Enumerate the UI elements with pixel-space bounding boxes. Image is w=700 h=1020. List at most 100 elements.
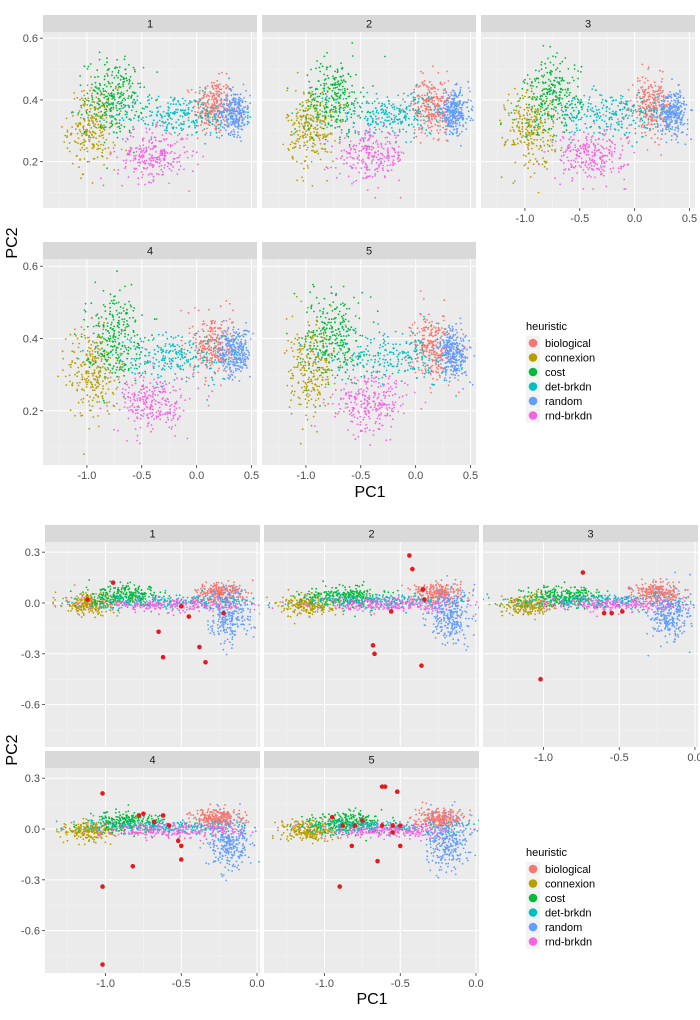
data-point xyxy=(126,89,129,92)
data-point xyxy=(413,129,416,131)
data-point xyxy=(544,102,546,105)
data-point xyxy=(199,99,202,102)
data-point xyxy=(352,102,355,105)
data-point xyxy=(665,120,668,123)
data-point xyxy=(500,176,503,179)
data-point xyxy=(118,102,121,105)
data-point xyxy=(132,66,135,69)
data-point xyxy=(310,160,313,163)
data-point xyxy=(247,111,250,114)
data-point xyxy=(327,133,330,136)
data-point xyxy=(515,109,518,112)
data-point xyxy=(582,131,585,134)
data-point xyxy=(362,177,364,180)
data-point xyxy=(206,101,209,104)
data-point xyxy=(460,108,463,111)
data-point xyxy=(574,144,576,147)
data-point xyxy=(315,67,317,70)
data-point xyxy=(321,120,324,122)
data-point xyxy=(340,67,343,70)
data-point xyxy=(211,106,214,109)
data-point xyxy=(124,165,127,168)
data-point xyxy=(594,146,597,148)
data-point xyxy=(417,106,420,109)
data-point xyxy=(225,94,228,97)
data-point xyxy=(677,127,680,130)
data-point xyxy=(427,88,430,91)
data-point xyxy=(635,97,638,99)
data-point xyxy=(327,115,330,117)
data-point xyxy=(441,83,443,86)
data-point xyxy=(654,90,657,93)
data-point xyxy=(645,105,648,108)
data-point xyxy=(112,89,114,92)
data-point xyxy=(536,139,538,141)
data-point xyxy=(449,130,451,132)
series-cost xyxy=(77,51,159,170)
data-point xyxy=(658,98,660,100)
data-point xyxy=(650,119,653,122)
data-point xyxy=(76,132,79,135)
data-point xyxy=(453,91,456,94)
data-point xyxy=(610,123,613,126)
data-point xyxy=(412,126,415,128)
data-point xyxy=(461,94,463,97)
data-point xyxy=(547,117,550,120)
data-point xyxy=(683,122,686,125)
data-point xyxy=(216,99,219,101)
data-point xyxy=(514,180,516,183)
data-point xyxy=(676,97,678,100)
data-point xyxy=(109,151,112,154)
data-point xyxy=(596,112,598,115)
data-point xyxy=(400,151,403,154)
data-point xyxy=(555,91,558,94)
data-point xyxy=(386,164,389,167)
data-point xyxy=(210,346,213,349)
data-point xyxy=(337,82,340,85)
data-point xyxy=(526,138,529,141)
data-point xyxy=(349,165,352,168)
data-point xyxy=(617,105,619,107)
data-point xyxy=(588,144,590,146)
data-point xyxy=(99,147,101,150)
data-point xyxy=(96,87,98,89)
data-point xyxy=(448,96,451,98)
data-point xyxy=(590,139,592,141)
data-point xyxy=(646,113,649,116)
data-point xyxy=(337,88,340,91)
data-point xyxy=(350,148,352,151)
data-point xyxy=(155,161,158,164)
data-point xyxy=(535,144,538,147)
data-point xyxy=(333,99,335,101)
data-point xyxy=(670,113,673,116)
data-point xyxy=(120,124,123,126)
data-point xyxy=(129,160,132,162)
data-point xyxy=(220,101,223,103)
data-point xyxy=(623,133,626,136)
data-point xyxy=(245,111,247,113)
data-point xyxy=(212,88,215,90)
data-point xyxy=(325,110,327,113)
data-point xyxy=(297,140,300,143)
data-point xyxy=(578,118,580,121)
data-point xyxy=(393,116,396,119)
data-point xyxy=(651,86,654,89)
data-point xyxy=(372,135,374,138)
data-point xyxy=(301,135,304,137)
data-point xyxy=(230,357,233,359)
data-point xyxy=(676,103,678,106)
data-point xyxy=(647,121,650,123)
data-point xyxy=(609,128,612,131)
data-point xyxy=(169,152,172,155)
data-point xyxy=(119,127,121,130)
data-point xyxy=(83,94,86,97)
facet-strip xyxy=(481,15,695,32)
data-point xyxy=(558,100,560,102)
data-point xyxy=(388,111,391,114)
data-point xyxy=(305,130,307,133)
data-point xyxy=(311,137,313,140)
data-point xyxy=(154,139,157,142)
data-point xyxy=(663,124,666,127)
data-point xyxy=(460,112,463,115)
data-point xyxy=(452,109,454,111)
